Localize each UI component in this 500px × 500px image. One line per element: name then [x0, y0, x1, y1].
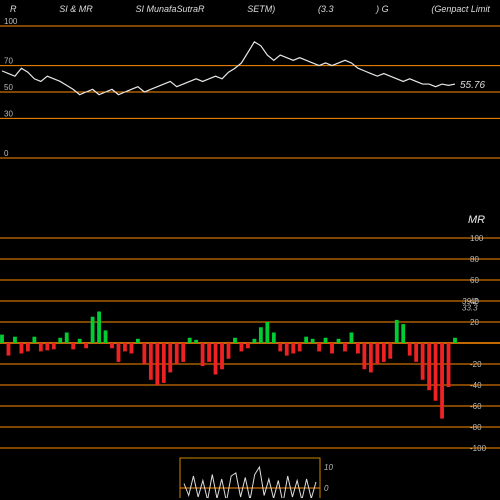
mr-bar-chart: 10080604020-20-40-60-80-100MR39.233.3 — [0, 214, 500, 453]
svg-text:-60: -60 — [470, 402, 482, 411]
header-col2: SI & MR — [59, 4, 93, 14]
svg-text:33.3: 33.3 — [462, 303, 478, 312]
svg-text:0: 0 — [324, 484, 329, 493]
svg-text:-20: -20 — [470, 360, 482, 369]
svg-text:100: 100 — [4, 18, 18, 26]
svg-text:10: 10 — [324, 463, 333, 472]
chart-canvas: 030507010055.76 10080604020-20-40-60-80-… — [0, 18, 500, 498]
header-col1: R — [10, 4, 17, 14]
header-col6: ) G — [376, 4, 389, 14]
svg-text:20: 20 — [470, 318, 479, 327]
svg-text:0: 0 — [4, 149, 9, 158]
mini-oscillator-chart: 10 0 — [180, 458, 333, 498]
svg-text:-80: -80 — [470, 423, 482, 432]
header-col4: SETM) — [247, 4, 275, 14]
svg-text:30: 30 — [4, 109, 13, 118]
header-row: R SI & MR SI MunafaSutraR SETM) (3.3 ) G… — [0, 0, 500, 18]
svg-text:50: 50 — [4, 83, 13, 92]
svg-text:100: 100 — [470, 234, 484, 243]
svg-text:MR: MR — [468, 214, 485, 226]
rsi-line-chart: 0 30 50 70 100 55.76 — [0, 18, 500, 158]
header-col5: (3.3 — [318, 4, 334, 14]
header-col3: SI MunafaSutraR — [135, 4, 204, 14]
svg-text:80: 80 — [470, 255, 479, 264]
svg-text:55.76: 55.76 — [460, 80, 485, 91]
svg-text:60: 60 — [470, 276, 479, 285]
svg-text:-40: -40 — [470, 381, 482, 390]
svg-text:70: 70 — [4, 57, 13, 66]
svg-text:-100: -100 — [470, 444, 487, 453]
header-col7: (Genpact Limit — [431, 4, 490, 14]
